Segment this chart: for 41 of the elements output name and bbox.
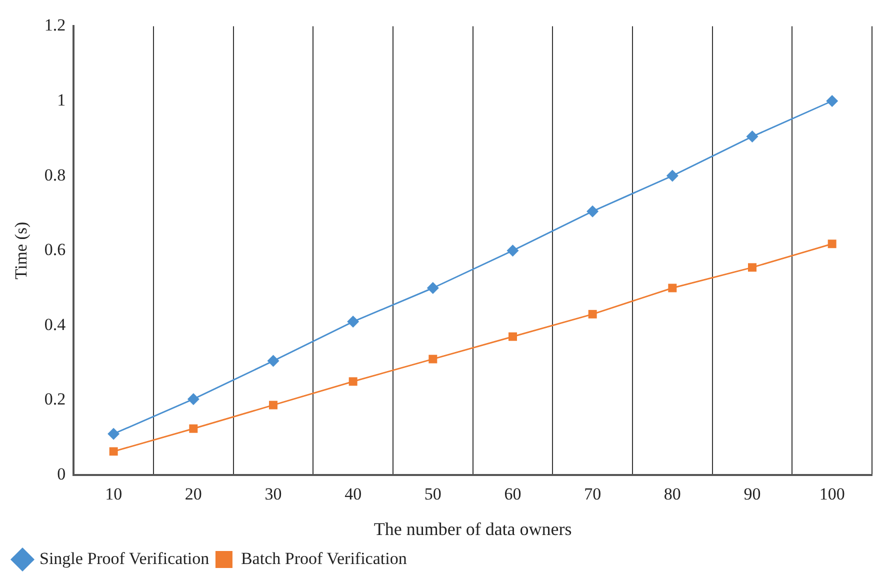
y-tick-label: 0.8 (44, 165, 66, 184)
y-tick-label: 1.2 (44, 16, 66, 35)
x-tick-label: 10 (105, 484, 122, 504)
x-tick-label: 100 (819, 484, 845, 504)
point (586, 205, 599, 218)
x-tick-label: 30 (264, 484, 282, 504)
point (828, 240, 836, 248)
point (666, 170, 678, 182)
y-axis-title: Time (s) (12, 222, 31, 280)
point (506, 244, 519, 257)
point (746, 130, 758, 143)
y-tick-label: 0.6 (44, 240, 66, 260)
x-tick-label: 20 (184, 484, 202, 504)
point (668, 284, 677, 292)
y-tick-label: 0 (57, 464, 66, 484)
x-tick-label: 40 (344, 484, 362, 504)
x-tick-label: 80 (664, 484, 681, 504)
point (826, 95, 838, 107)
y-tick-label: 0.4 (44, 314, 66, 334)
y-tick-label: 1 (57, 90, 66, 110)
legend-label: Single Proof Verification (40, 548, 210, 568)
x-tick-label: 70 (584, 484, 602, 504)
x-tick-label: 90 (744, 484, 761, 504)
x-tick-label: 50 (424, 484, 442, 504)
point (347, 316, 360, 328)
point (588, 310, 597, 318)
point (268, 400, 278, 410)
point (108, 428, 120, 440)
point (267, 354, 280, 367)
x-tick-label: 60 (504, 484, 522, 504)
point (426, 282, 439, 294)
point (508, 332, 517, 341)
point (109, 447, 118, 456)
x-axis-title: The number of data owners (374, 518, 572, 539)
point (348, 377, 358, 386)
point (187, 393, 200, 406)
point (428, 354, 438, 364)
legend-label: Batch Proof Verification (240, 548, 408, 568)
point (748, 263, 756, 272)
y-tick-label: 0.2 (44, 390, 66, 409)
point (189, 424, 198, 433)
